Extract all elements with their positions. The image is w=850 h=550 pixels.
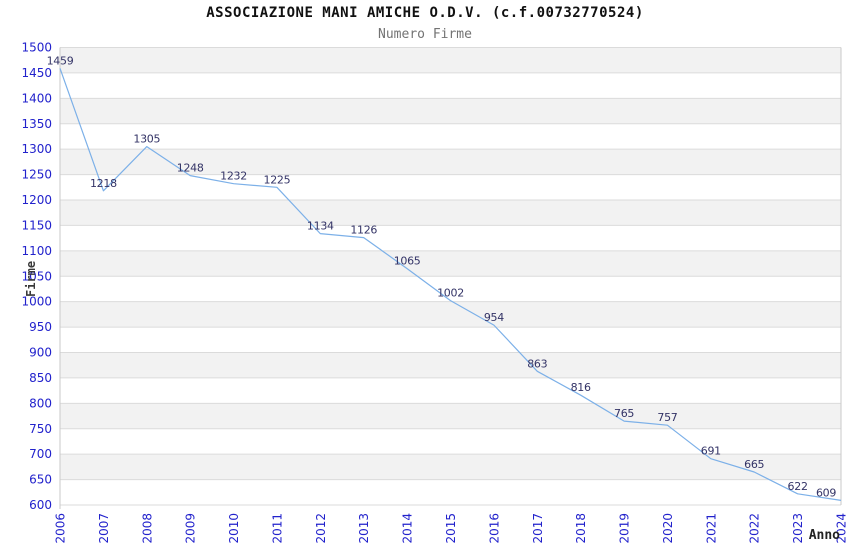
x-tick-label: 2014: [401, 513, 415, 544]
y-tick-label: 1250: [21, 168, 52, 182]
background-band: [60, 454, 841, 480]
data-point-label: 1232: [220, 170, 247, 183]
x-tick-label: 2018: [574, 513, 588, 544]
x-tick-label: 2021: [704, 513, 718, 544]
x-axis-title: Anno: [808, 528, 840, 543]
background-band: [60, 98, 841, 124]
x-tick-label: 2022: [748, 513, 762, 544]
y-tick-label: 700: [29, 447, 52, 461]
y-tick-label: 650: [29, 473, 52, 487]
data-point-label: 1218: [90, 177, 117, 190]
y-axis-title: Firme: [24, 260, 38, 297]
background-band: [60, 250, 841, 277]
series-polyline: [59, 68, 842, 501]
y-tick-label: 1150: [21, 218, 52, 232]
data-series-line: [59, 68, 842, 501]
data-point-label: 1248: [177, 162, 204, 175]
data-point-label: 622: [788, 480, 808, 493]
chart-subtitle: Numero Firme: [378, 27, 472, 42]
data-point-label: 765: [614, 407, 634, 420]
data-point-labels: 1459 1218 1305 1248 1232 1225 1134 1126 1065 1002…: [47, 54, 837, 499]
x-tick-label: 2012: [314, 513, 328, 544]
background-band: [60, 301, 841, 328]
x-tick-label: 2015: [444, 513, 458, 544]
x-tick-label: 2008: [140, 513, 154, 544]
y-tick-label: 900: [29, 346, 52, 360]
data-point-label: 1065: [394, 255, 421, 268]
data-point-label: 1126: [350, 224, 377, 237]
plot-border: [59, 47, 842, 509]
x-axis-tick-labels: 2006 2007 2008 2009 2010 2011 2012 2013 2014 2015…: [54, 513, 849, 544]
y-axis-tick-labels: 1500 1450 1400 1350 1300 1250 1200 1150 1100 1050…: [21, 41, 52, 513]
x-tick-label: 2017: [531, 513, 545, 544]
background-band: [60, 200, 841, 226]
background-band: [60, 403, 841, 429]
data-point-label: 1225: [264, 173, 291, 186]
background-band: [60, 352, 841, 378]
data-point-label: 1002: [437, 287, 464, 300]
background-band: [60, 149, 841, 175]
y-tick-label: 950: [29, 320, 52, 334]
data-point-label: 954: [484, 311, 504, 324]
y-tick-label: 1300: [21, 142, 52, 156]
data-point-label: 816: [571, 381, 591, 394]
x-tick-label: 2019: [618, 513, 632, 544]
y-tick-label: 1350: [21, 117, 52, 131]
y-tick-label: 850: [29, 371, 52, 385]
x-tick-label: 2006: [54, 513, 68, 544]
data-point-label: 1305: [133, 133, 160, 146]
y-tick-label: 1200: [21, 193, 52, 207]
chart-title: ASSOCIAZIONE MANI AMICHE O.D.V. (c.f.007…: [206, 5, 644, 21]
y-tick-label: 1400: [21, 91, 52, 105]
x-tick-label: 2013: [357, 513, 371, 544]
data-point-label: 609: [816, 486, 836, 499]
x-tick-label: 2010: [227, 513, 241, 544]
plot-background-bands: [60, 47, 841, 480]
data-point-label: 863: [527, 357, 547, 370]
y-tick-label: 800: [29, 396, 52, 410]
data-point-label: 665: [744, 458, 764, 471]
gridlines: [60, 47, 841, 506]
y-tick-label: 1050: [21, 269, 52, 283]
y-tick-label: 1100: [21, 244, 52, 258]
x-tick-label: 2007: [97, 513, 111, 544]
x-tick-label: 2020: [661, 513, 675, 544]
y-tick-label: 1000: [21, 295, 52, 309]
data-point-label: 757: [657, 411, 677, 424]
x-tick-label: 2023: [791, 513, 805, 544]
x-tick-label: 2024: [835, 513, 849, 544]
x-tick-label: 2009: [184, 513, 198, 544]
data-point-label: 691: [701, 445, 721, 458]
y-tick-label: 1500: [21, 41, 52, 55]
data-point-label: 1134: [307, 220, 334, 233]
x-tick-label: 2011: [270, 513, 284, 544]
data-point-label: 1459: [47, 54, 74, 67]
y-tick-label: 600: [29, 498, 52, 512]
x-tick-label: 2016: [487, 513, 501, 544]
y-tick-label: 1450: [21, 66, 52, 80]
background-band: [60, 47, 841, 73]
y-tick-label: 750: [29, 422, 52, 436]
